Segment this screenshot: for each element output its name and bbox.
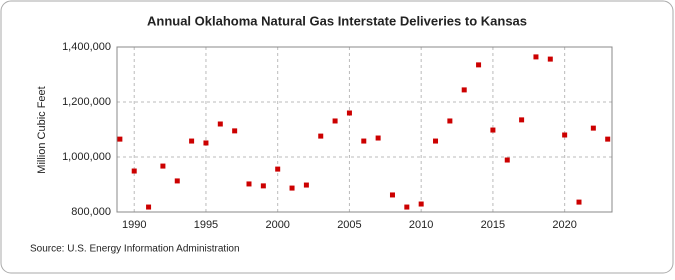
point [404,204,410,210]
point [418,201,424,207]
point [375,135,381,141]
point [131,168,137,174]
point [447,118,453,124]
point [203,140,209,146]
point [476,62,482,68]
point [490,127,496,133]
frame [0,0,674,274]
point [533,54,539,60]
plot-area [116,46,613,213]
point [346,110,352,116]
point [318,133,324,139]
chart-title: Annual Oklahoma Natural Gas Interstate D… [147,13,527,28]
point [246,181,252,187]
point [519,117,525,123]
point [174,178,180,184]
y-tick-label: 1,000,000 [62,151,111,163]
point [260,183,266,189]
x-tick-label: 2020 [552,219,576,231]
point [232,128,238,134]
x-tick-label: 1990 [122,219,146,231]
point [547,56,553,62]
point [389,192,395,198]
point [160,163,166,169]
point [332,118,338,124]
point [562,132,568,138]
y-tick-label: 800,000 [71,206,111,218]
source: Source: U.S. Energy Information Administ… [30,244,240,255]
point [289,185,295,191]
point [461,87,467,93]
point [605,136,611,142]
point [504,157,510,163]
point [303,182,309,188]
point [433,138,439,144]
point [117,136,123,142]
point [189,138,195,144]
point [576,199,582,205]
point [361,138,367,144]
x-tick-label: 2015 [481,219,505,231]
y-tick-label: 1,200,000 [62,96,111,108]
point [217,121,223,127]
x-tick-label: 2000 [265,219,289,231]
y-axis-label: Million Cubic Feet [36,86,48,173]
point [590,125,596,131]
point [275,166,281,172]
point [146,204,152,210]
y-tick-label: 1,400,000 [62,41,111,53]
x-tick-label: 1995 [194,219,218,231]
x-tick-label: 2010 [409,219,433,231]
x-tick-label: 2005 [337,219,361,231]
